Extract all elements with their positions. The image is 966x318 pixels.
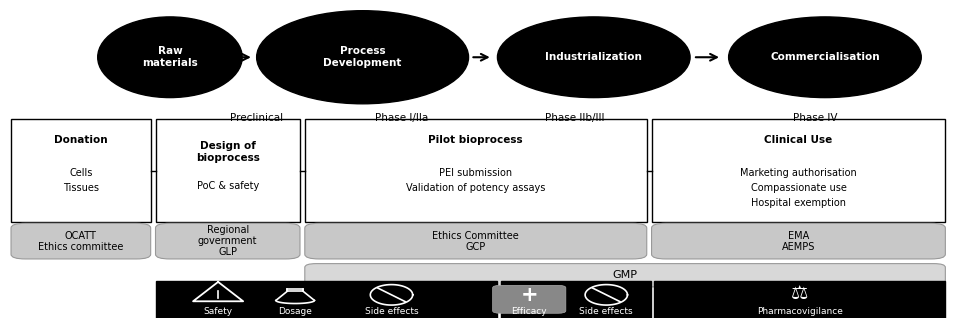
Ellipse shape	[497, 17, 690, 98]
Bar	[305, 119, 647, 222]
Text: Raw
materials: Raw materials	[142, 46, 198, 68]
Text: Safety: Safety	[204, 307, 233, 316]
Text: Pilot bioprocess: Pilot bioprocess	[429, 135, 523, 145]
Text: Commercialisation: Commercialisation	[770, 52, 880, 62]
FancyBboxPatch shape	[651, 223, 946, 259]
Bar	[651, 119, 946, 222]
Text: government: government	[198, 236, 258, 246]
Text: ⚖: ⚖	[791, 285, 809, 304]
FancyBboxPatch shape	[305, 223, 647, 259]
Text: Pharmacovigilance: Pharmacovigilance	[757, 307, 843, 316]
Text: Industrialization: Industrialization	[546, 52, 642, 62]
Text: Clinical Use: Clinical Use	[764, 135, 833, 145]
Text: AEMPS: AEMPS	[781, 242, 815, 252]
Bar	[156, 119, 300, 222]
Text: Side effects: Side effects	[365, 307, 418, 316]
FancyBboxPatch shape	[156, 223, 300, 259]
Text: GMP: GMP	[612, 270, 638, 280]
Bar	[654, 281, 946, 318]
Text: GCP: GCP	[466, 242, 486, 252]
FancyBboxPatch shape	[11, 223, 151, 259]
Text: Phase IV: Phase IV	[793, 113, 838, 123]
Text: Process
Development: Process Development	[324, 46, 402, 68]
Text: Efficacy: Efficacy	[511, 307, 547, 316]
Text: Cells: Cells	[70, 168, 93, 178]
Text: Hospital exemption: Hospital exemption	[751, 198, 846, 208]
Text: Ethics committee: Ethics committee	[39, 242, 124, 252]
Text: Regional: Regional	[207, 225, 249, 235]
Text: +: +	[521, 285, 538, 305]
Text: GLP: GLP	[218, 247, 238, 257]
Text: Donation: Donation	[54, 135, 107, 145]
Text: Compassionate use: Compassionate use	[751, 183, 846, 193]
Text: Validation of potency assays: Validation of potency assays	[406, 183, 546, 193]
Text: Dosage: Dosage	[278, 307, 312, 316]
Text: EMA: EMA	[788, 231, 810, 240]
Text: PoC & safety: PoC & safety	[197, 181, 259, 191]
Ellipse shape	[728, 17, 922, 98]
Text: Design of
bioprocess: Design of bioprocess	[196, 141, 260, 163]
FancyBboxPatch shape	[305, 264, 946, 287]
Text: Side effects: Side effects	[580, 307, 633, 316]
FancyBboxPatch shape	[493, 285, 566, 313]
Ellipse shape	[98, 17, 242, 98]
Text: Phase IIb/III: Phase IIb/III	[545, 113, 605, 123]
Bar	[156, 281, 497, 318]
Text: Phase I/IIa: Phase I/IIa	[375, 113, 428, 123]
Text: Preclinical: Preclinical	[230, 113, 283, 123]
Text: PEI submission: PEI submission	[440, 168, 512, 178]
Text: OCATT: OCATT	[65, 231, 97, 240]
Text: Marketing authorisation: Marketing authorisation	[740, 168, 857, 178]
Bar	[11, 119, 151, 222]
Text: Ethics Committee: Ethics Committee	[433, 231, 519, 240]
Text: Tissues: Tissues	[63, 183, 99, 193]
Ellipse shape	[257, 11, 469, 104]
Bar	[501, 281, 650, 318]
